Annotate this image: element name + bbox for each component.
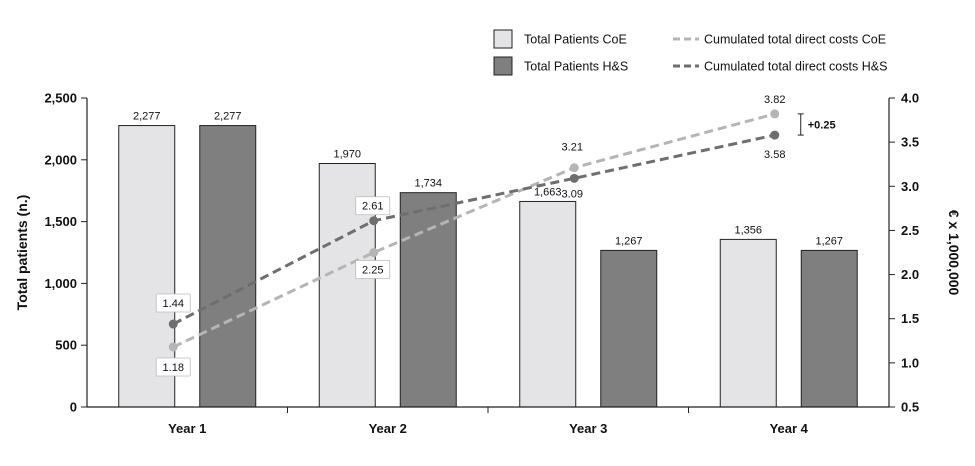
- bar-coe-year3: [519, 200, 577, 408]
- point-coe-year1: [168, 342, 178, 352]
- y-axis-right-title: € x 1,000,000: [946, 210, 962, 296]
- bar-label-hs-year1: 2,277: [214, 111, 242, 123]
- bar-label-coe-year4: 1,356: [734, 224, 762, 236]
- y-left-tick-label: 1,500: [44, 214, 77, 229]
- x-tick-label: Year 4: [770, 421, 809, 436]
- y-right-tick-label: 3.5: [901, 135, 919, 150]
- point-label-hs-year4: 3.58: [764, 149, 785, 161]
- y-right-tick-label: 2.0: [901, 267, 919, 282]
- y-axis-left-title: Total patients (n.): [14, 195, 30, 311]
- line-coe-costs: [172, 112, 776, 349]
- x-tick-label: Year 3: [569, 421, 607, 436]
- point-coe-year3: [569, 163, 579, 173]
- point-label-coe-year1-box: [155, 357, 191, 377]
- x-tick-label: Year 1: [168, 421, 206, 436]
- y-right-tick-label: 0.5: [901, 400, 919, 415]
- point-label-hs-year2-box: [355, 196, 391, 216]
- legend-label-2: Cumulated total direct costs CoE: [704, 33, 886, 47]
- y-right-tick-label: 3.0: [901, 179, 919, 194]
- point-label-coe-year2: 2.25: [362, 265, 383, 277]
- bar-label-coe-year3: 1,663: [534, 186, 562, 198]
- point-label-hs-year1: 1.44: [163, 298, 184, 310]
- x-tick-label: Year 2: [369, 421, 407, 436]
- bar-hs-year1: [199, 125, 257, 408]
- y-left-tick-label: 0: [70, 400, 77, 415]
- point-coe-year4: [770, 109, 780, 119]
- bar-hs-year4: [800, 249, 858, 408]
- legend-label-0: Total Patients CoE: [524, 33, 627, 47]
- legend-label-1: Total Patients H&S: [524, 60, 628, 74]
- point-hs-year3: [569, 173, 579, 183]
- bar-label-coe-year2: 1,970: [333, 149, 361, 161]
- bar-coe-year4: [719, 238, 777, 408]
- point-label-hs-year3: 3.09: [562, 188, 583, 200]
- point-label-coe-year1: 1.18: [163, 362, 184, 374]
- delta-annotation: +0.25: [808, 119, 836, 131]
- bar-label-hs-year2: 1,734: [414, 178, 442, 190]
- legend-swatch-0: [493, 29, 513, 49]
- legend-swatch-1: [493, 56, 513, 76]
- point-label-coe-year3: 3.21: [562, 142, 583, 154]
- y-right-tick-label: 2.5: [901, 223, 919, 238]
- point-hs-year2: [369, 216, 379, 226]
- point-label-hs-year1-box: [155, 293, 191, 313]
- bar-label-hs-year4: 1,267: [815, 235, 843, 247]
- y-left-tick-label: 500: [55, 338, 77, 353]
- point-hs-year4: [770, 130, 780, 140]
- point-label-coe-year2-box: [355, 260, 391, 279]
- y-right-tick-label: 1.5: [901, 311, 919, 326]
- point-hs-year1: [168, 319, 178, 329]
- bar-hs-year3: [600, 249, 658, 408]
- bar-label-coe-year1: 2,277: [133, 111, 161, 123]
- bar-hs-year2: [399, 192, 457, 408]
- point-label-hs-year2: 2.61: [362, 201, 383, 213]
- y-left-tick-label: 2,000: [44, 152, 77, 167]
- point-label-coe-year4: 3.82: [764, 94, 785, 106]
- y-right-tick-label: 1.0: [901, 355, 919, 370]
- legend-label-3: Cumulated total direct costs H&S: [704, 60, 887, 74]
- y-right-tick-label: 4.0: [901, 91, 919, 106]
- y-left-tick-label: 1,000: [44, 276, 77, 291]
- y-left-tick-label: 2,500: [44, 91, 77, 106]
- line-hs-costs: [172, 133, 776, 326]
- bar-label-hs-year3: 1,267: [615, 235, 643, 247]
- point-coe-year2: [369, 248, 379, 257]
